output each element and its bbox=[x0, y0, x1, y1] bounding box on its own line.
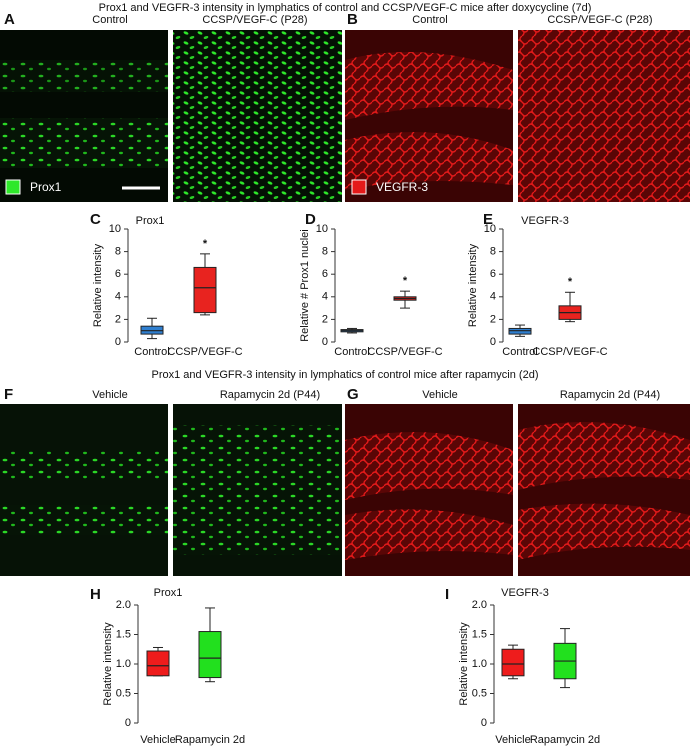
y-axis-label: Relative intensity bbox=[458, 622, 470, 706]
image-label: Control bbox=[412, 14, 447, 26]
x-tick-label: CCSP/VEGF-C bbox=[367, 346, 442, 358]
y-tick-label: 0 bbox=[125, 717, 131, 729]
legend-label: Prox1 bbox=[30, 180, 62, 194]
y-tick-label: 1.0 bbox=[116, 658, 131, 670]
y-tick-label: 2 bbox=[322, 313, 328, 325]
box bbox=[501, 648, 525, 677]
y-tick-label: 0 bbox=[481, 717, 487, 729]
y-tick-label: 4 bbox=[322, 291, 328, 303]
y-tick-label: 0 bbox=[115, 336, 121, 348]
y-tick-label: 8 bbox=[115, 246, 121, 258]
legend-swatch bbox=[351, 179, 367, 195]
y-tick-label: 2.0 bbox=[472, 599, 487, 611]
panel-letter: A bbox=[4, 11, 15, 28]
y-tick-label: 0 bbox=[322, 336, 328, 348]
micrograph-band bbox=[0, 505, 168, 535]
micrograph bbox=[518, 30, 690, 202]
image-label: CCSP/VEGF-C (P28) bbox=[547, 14, 652, 26]
figure-title: Prox1 and VEGFR-3 intensity in lymphatic… bbox=[152, 369, 539, 381]
x-tick-label: Rapamycin 2d bbox=[530, 734, 600, 746]
y-tick-label: 10 bbox=[316, 223, 328, 235]
panel-letter: F bbox=[4, 386, 13, 403]
y-tick-label: 6 bbox=[115, 268, 121, 280]
x-tick-label: Vehicle bbox=[495, 734, 530, 746]
image-label: Vehicle bbox=[92, 389, 127, 401]
image-label: Control bbox=[92, 14, 127, 26]
y-tick-label: 1.5 bbox=[472, 628, 487, 640]
y-axis-label: Relative intensity bbox=[92, 243, 104, 327]
x-tick-label: Rapamycin 2d bbox=[175, 734, 245, 746]
image-label: Vehicle bbox=[422, 389, 457, 401]
chart-title: VEGFR-3 bbox=[501, 587, 549, 599]
micrograph bbox=[0, 30, 168, 202]
y-tick-label: 1.0 bbox=[472, 658, 487, 670]
panel-letter: B bbox=[347, 11, 358, 28]
y-axis-label: Relative # Prox1 nuclei bbox=[299, 229, 311, 342]
y-tick-label: 8 bbox=[322, 246, 328, 258]
micrograph-band bbox=[0, 60, 168, 92]
y-tick-label: 0.5 bbox=[472, 687, 487, 699]
image-label: CCSP/VEGF-C (P28) bbox=[202, 14, 307, 26]
x-tick-label: Vehicle bbox=[140, 734, 175, 746]
panel-letter: I bbox=[445, 586, 449, 603]
image-label: Rapamycin 2d (P44) bbox=[560, 389, 660, 401]
box bbox=[193, 266, 217, 314]
panel-letter: G bbox=[347, 386, 359, 403]
y-tick-label: 4 bbox=[490, 291, 496, 303]
micrograph-band bbox=[173, 425, 342, 555]
micrograph bbox=[173, 30, 342, 202]
panel-letter: D bbox=[305, 211, 316, 228]
micrograph-vessel bbox=[518, 422, 690, 560]
box bbox=[198, 631, 222, 679]
y-tick-label: 8 bbox=[490, 246, 496, 258]
legend-label: VEGFR-3 bbox=[376, 180, 428, 194]
x-tick-label: Control bbox=[502, 346, 537, 358]
x-tick-label: Control bbox=[334, 346, 369, 358]
y-tick-label: 10 bbox=[109, 223, 121, 235]
x-tick-label: CCSP/VEGF-C bbox=[532, 346, 607, 358]
micrograph-band bbox=[0, 118, 168, 168]
micrograph-band bbox=[0, 450, 168, 480]
legend-swatch bbox=[5, 179, 21, 195]
image-label: Rapamycin 2d (P44) bbox=[220, 389, 320, 401]
y-tick-label: 2 bbox=[115, 313, 121, 325]
y-tick-label: 1.5 bbox=[116, 628, 131, 640]
micrograph-vessel bbox=[345, 52, 513, 190]
panel-letter: E bbox=[483, 211, 493, 228]
chart-title: Prox1 bbox=[136, 215, 165, 227]
panel-letter: C bbox=[90, 211, 101, 228]
box bbox=[146, 650, 170, 677]
significance: * bbox=[403, 275, 408, 287]
y-axis-label: Relative intensity bbox=[102, 622, 114, 706]
y-tick-label: 6 bbox=[490, 268, 496, 280]
micrograph bbox=[0, 404, 168, 576]
significance: * bbox=[568, 276, 573, 288]
chart-title: VEGFR-3 bbox=[521, 215, 569, 227]
micrograph-vessel bbox=[345, 432, 513, 560]
significance: * bbox=[203, 238, 208, 250]
x-tick-label: Control bbox=[134, 346, 169, 358]
chart-title: Prox1 bbox=[154, 587, 183, 599]
y-tick-label: 6 bbox=[322, 268, 328, 280]
y-tick-label: 2.0 bbox=[116, 599, 131, 611]
y-tick-label: 2 bbox=[490, 313, 496, 325]
figure-title: Prox1 and VEGFR-3 intensity in lymphatic… bbox=[99, 2, 592, 14]
y-axis-label: Relative intensity bbox=[467, 243, 479, 327]
y-tick-label: 0 bbox=[490, 336, 496, 348]
y-tick-label: 10 bbox=[484, 223, 496, 235]
y-tick-label: 4 bbox=[115, 291, 121, 303]
panel-letter: H bbox=[90, 586, 101, 603]
y-tick-label: 0.5 bbox=[116, 687, 131, 699]
x-tick-label: CCSP/VEGF-C bbox=[167, 346, 242, 358]
